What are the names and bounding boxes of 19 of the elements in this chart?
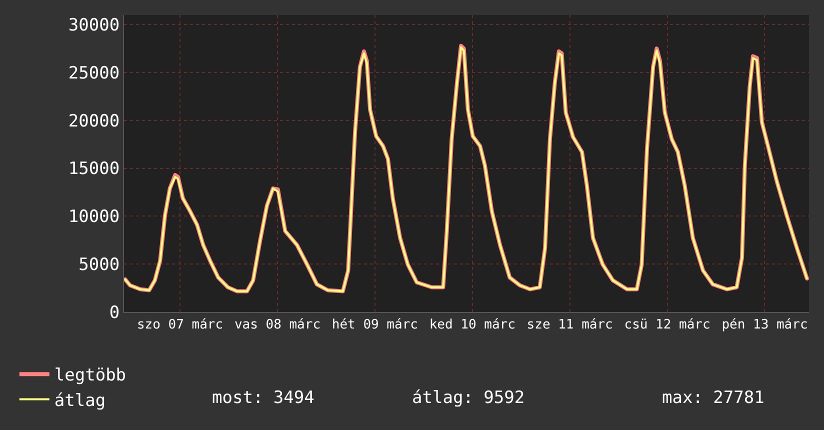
text: átlag: 9592: [412, 388, 525, 408]
legend-label: legtöbb: [54, 366, 126, 386]
x-tick-label: hét 09 márc: [332, 318, 418, 333]
x-tick-label: pén 13 márc: [722, 318, 808, 333]
x-tick-label: sze 11 márc: [526, 318, 613, 333]
x-tick-label: vas 08 márc: [234, 318, 321, 333]
y-tick-label: 15000: [68, 159, 120, 180]
legend-label: átlag: [54, 390, 106, 411]
y-tick-label: 25000: [68, 63, 120, 84]
y-tick-label: 10000: [68, 207, 120, 228]
y-tick-label: 5000: [78, 255, 120, 276]
y-tick-label: 20000: [68, 111, 120, 132]
x-tick-label: szo 07 márc: [136, 318, 224, 333]
y-tick-label: 30000: [68, 16, 120, 36]
y-tick-label: 0: [109, 302, 120, 323]
x-tick-label: ked 10 márc: [429, 318, 516, 333]
text: max: 27781: [662, 388, 764, 408]
text: most: 3494: [212, 388, 314, 408]
x-tick-label: csü 12 márc: [624, 318, 710, 333]
